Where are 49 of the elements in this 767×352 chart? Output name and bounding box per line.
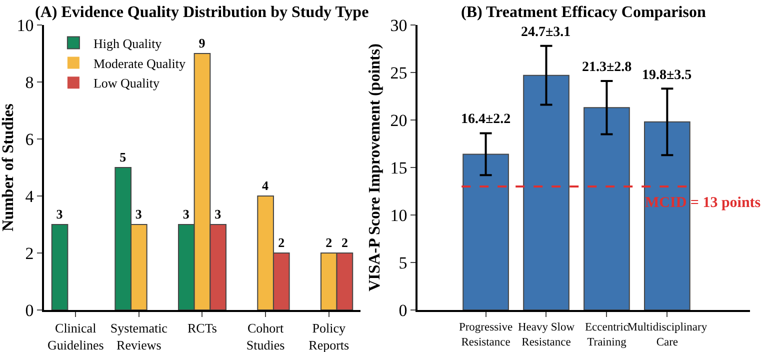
y-tick-label: 8: [25, 72, 34, 92]
chart-title: (A) Evidence Quality Distribution by Study Type: [35, 4, 369, 21]
x-tick-label: RCTs: [188, 320, 217, 336]
y-tick-label: 0: [25, 300, 34, 320]
data-label: 2: [341, 235, 348, 250]
bar: [51, 224, 68, 310]
bar: [584, 107, 630, 310]
y-tick-label: 4: [25, 186, 34, 206]
legend-label: High Quality: [93, 36, 162, 51]
y-tick-label: 10: [390, 206, 408, 225]
ref-line-label: MCID = 13 points: [645, 195, 761, 211]
y-tick-label: 15: [390, 158, 408, 178]
data-label: 3: [214, 206, 222, 222]
data-label: 3: [135, 206, 142, 222]
data-label: 19.8±3.5: [642, 68, 692, 83]
data-label: 21.3±2.8: [582, 60, 632, 75]
y-tick-label: 10: [16, 16, 34, 35]
y-tick-label: 20: [390, 110, 408, 130]
data-label: 3: [56, 206, 64, 222]
data-label: 4: [262, 178, 270, 193]
y-tick-label: 2: [25, 244, 34, 263]
y-tick-label: 30: [390, 16, 408, 35]
data-label: 2: [326, 235, 332, 250]
bar: [462, 154, 509, 310]
legend-label: Moderate Quality: [93, 56, 186, 71]
bar: [523, 74, 570, 310]
bar: [644, 121, 690, 310]
x-tick-label: Progressive Resistance: [458, 322, 513, 348]
x-tick-label: Heavy Slow Resistance: [518, 322, 576, 348]
x-tick-label: Cohort Studies: [246, 320, 285, 352]
x-tick-label: Systematic Reviews: [110, 320, 168, 352]
y-axis-title: VISA-P Score Improvement (points): [366, 44, 384, 292]
x-tick-label: Eccentric Training: [585, 322, 628, 348]
y-axis-title: Number of Studies: [0, 104, 17, 232]
data-label: 24.7±3.1: [521, 25, 571, 40]
data-label: 9: [198, 36, 206, 50]
data-label: 3: [182, 206, 190, 222]
x-tick-label: Clinical Guidelines: [47, 320, 104, 352]
y-tick-label: 0: [398, 300, 408, 320]
x-tick-label: Multidisciplinary Care: [627, 322, 708, 348]
y-tick-label: 5: [398, 253, 408, 272]
y-tick-label: 25: [390, 63, 408, 82]
data-label: 5: [120, 150, 127, 164]
y-tick-label: 6: [25, 130, 34, 149]
data-label: 16.4±2.2: [461, 112, 511, 127]
chart-title: (B) Treatment Efficacy Comparison: [461, 4, 706, 21]
legend-label: Low Quality: [93, 76, 160, 91]
x-tick-label: Policy Reports: [308, 320, 350, 352]
data-label: 2: [278, 235, 285, 250]
